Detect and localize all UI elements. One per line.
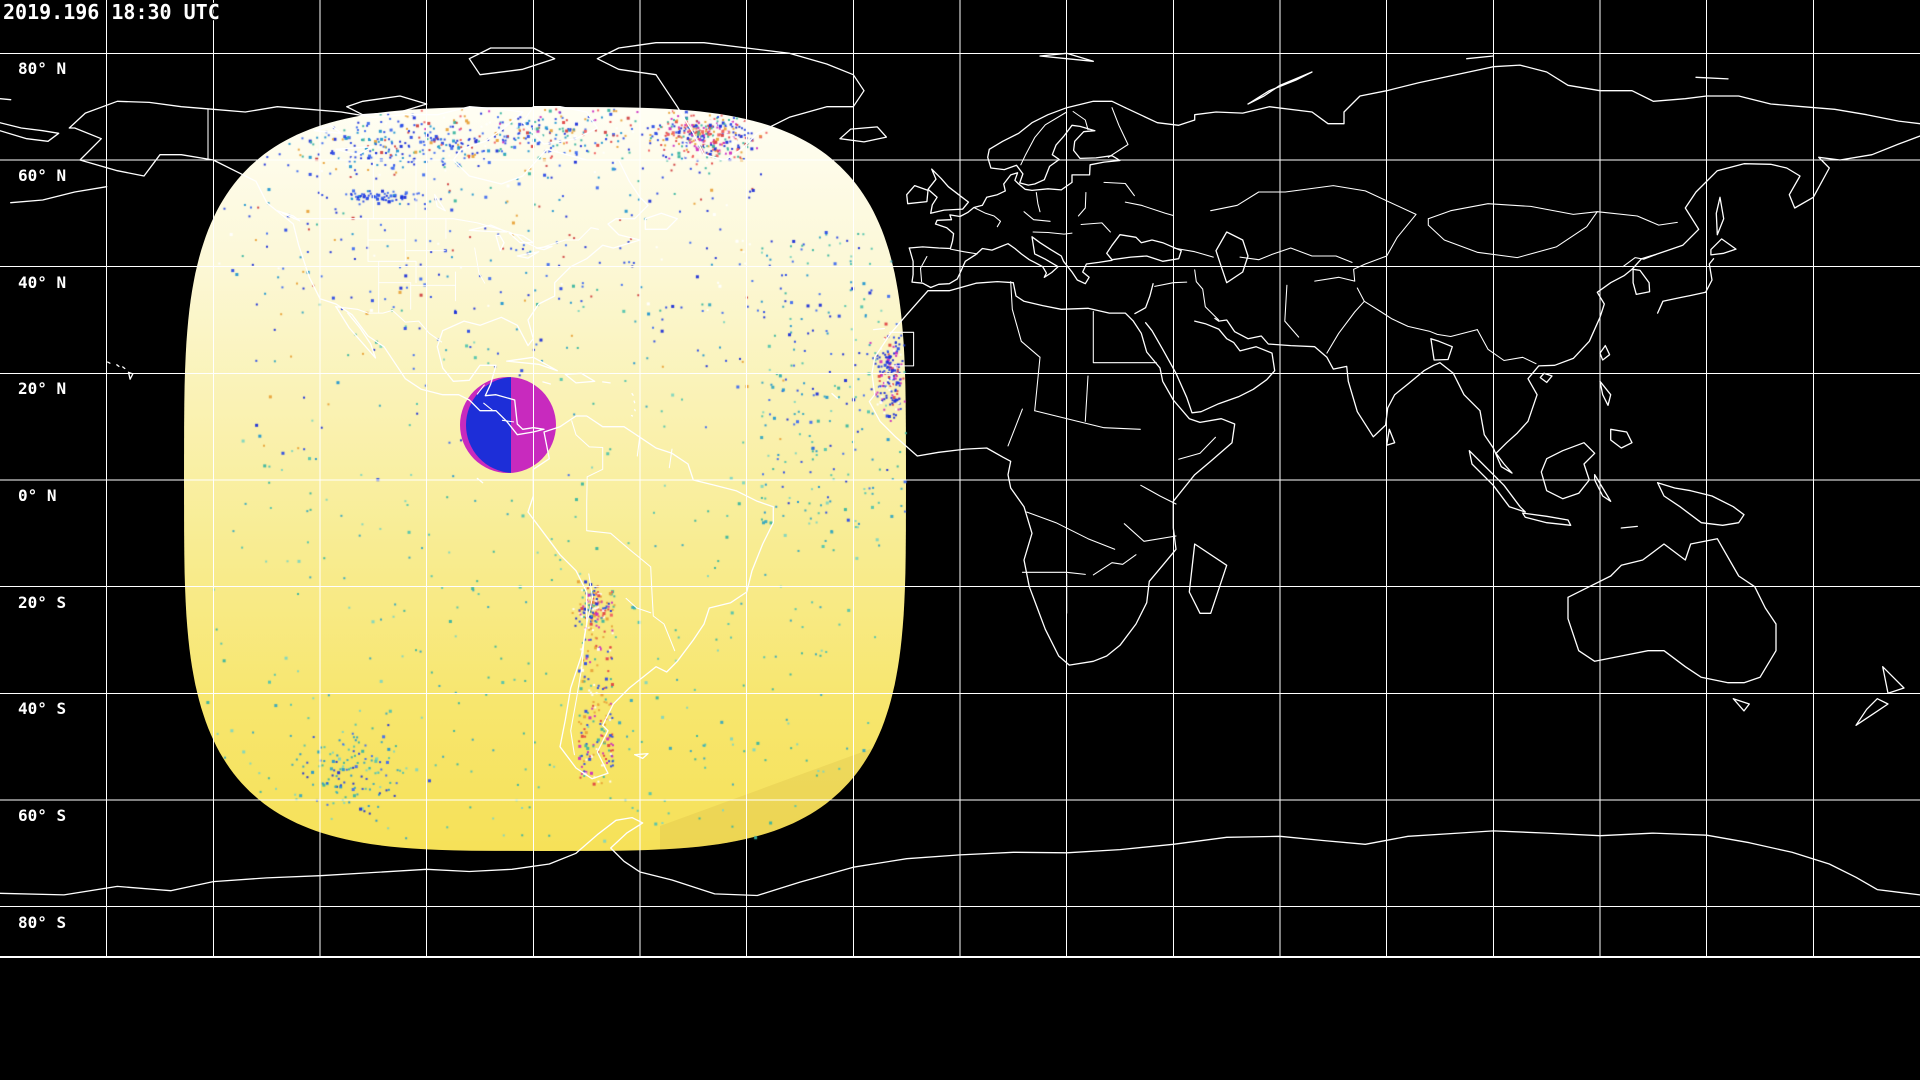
state-borders [319, 159, 486, 314]
mesoscale-sector-marker [460, 377, 556, 473]
coastlines [0, 42, 1920, 897]
latitude-label: 0° N [18, 486, 57, 505]
country-borders [207, 107, 1678, 756]
latitude-label: 40° N [18, 273, 67, 292]
latitude-label: 80° S [18, 913, 67, 932]
latitude-label: 60° S [18, 806, 67, 825]
mesoscale-left-half [466, 377, 511, 473]
latitude-label: 20° N [18, 379, 67, 398]
map-lines-layer [0, 0, 1920, 958]
timestamp-label: 2019.196 18:30 UTC [3, 0, 220, 24]
latitude-label: 60° N [18, 166, 67, 185]
graticule [0, 0, 1920, 958]
colorbar-area: -1-0.8-0.6-0.4-0.200.20.40.60.81 Time re… [0, 960, 1920, 1080]
latitude-label: 20° S [18, 593, 67, 612]
world-map-plot: 2019.196 18:30 UTC 80° N 60° N 40° N 20° N 0… [0, 0, 1920, 960]
latitude-label: 80° N [18, 59, 67, 78]
latitude-label: 40° S [18, 699, 67, 718]
